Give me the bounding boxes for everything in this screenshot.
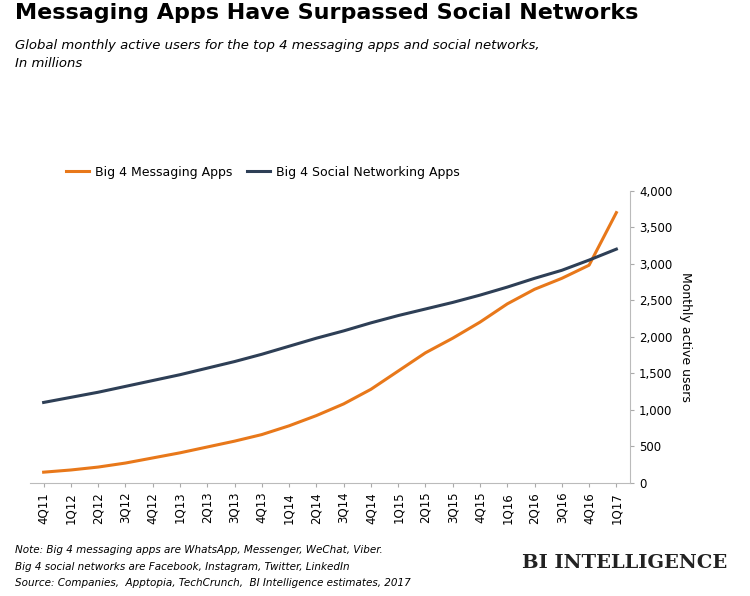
Big 4 Messaging Apps bbox=[202, 443, 211, 451]
Big 4 Social Networking Apps bbox=[94, 389, 103, 396]
Big 4 Messaging Apps bbox=[148, 454, 158, 461]
Big 4 Messaging Apps bbox=[67, 467, 76, 474]
Big 4 Social Networking Apps bbox=[367, 319, 376, 327]
Big 4 Social Networking Apps bbox=[121, 383, 130, 390]
Text: Source: Companies,  Apptopia, TechCrunch,  BI Intelligence estimates, 2017: Source: Companies, Apptopia, TechCrunch,… bbox=[15, 578, 411, 588]
Y-axis label: Monthly active users: Monthly active users bbox=[679, 272, 692, 402]
Big 4 Messaging Apps bbox=[367, 386, 376, 393]
Big 4 Messaging Apps bbox=[612, 209, 621, 216]
Big 4 Messaging Apps bbox=[584, 262, 593, 269]
Big 4 Social Networking Apps bbox=[148, 377, 158, 384]
Big 4 Social Networking Apps bbox=[394, 312, 403, 319]
Big 4 Messaging Apps bbox=[312, 412, 321, 419]
Big 4 Social Networking Apps bbox=[530, 275, 539, 282]
Big 4 Social Networking Apps bbox=[448, 299, 458, 306]
Line: Big 4 Social Networking Apps: Big 4 Social Networking Apps bbox=[44, 249, 616, 402]
Big 4 Messaging Apps bbox=[39, 468, 48, 476]
Big 4 Messaging Apps bbox=[476, 319, 484, 326]
Big 4 Messaging Apps bbox=[121, 460, 130, 467]
Big 4 Social Networking Apps bbox=[39, 399, 48, 406]
Big 4 Social Networking Apps bbox=[176, 371, 184, 378]
Big 4 Social Networking Apps bbox=[284, 343, 293, 350]
Big 4 Social Networking Apps bbox=[557, 267, 566, 274]
Text: Messaging Apps Have Surpassed Social Networks: Messaging Apps Have Surpassed Social Net… bbox=[15, 3, 638, 23]
Big 4 Social Networking Apps bbox=[339, 327, 348, 334]
Big 4 Messaging Apps bbox=[230, 437, 239, 445]
Big 4 Social Networking Apps bbox=[612, 246, 621, 253]
Big 4 Messaging Apps bbox=[448, 334, 458, 342]
Big 4 Messaging Apps bbox=[339, 401, 348, 408]
Big 4 Messaging Apps bbox=[284, 422, 293, 429]
Big 4 Messaging Apps bbox=[530, 285, 539, 293]
Big 4 Social Networking Apps bbox=[421, 305, 430, 312]
Big 4 Social Networking Apps bbox=[503, 284, 512, 291]
Big 4 Messaging Apps bbox=[176, 449, 184, 457]
Big 4 Messaging Apps bbox=[557, 275, 566, 282]
Big 4 Social Networking Apps bbox=[202, 365, 211, 372]
Text: Big 4 social networks are Facebook, Instagram, Twitter, LinkedIn: Big 4 social networks are Facebook, Inst… bbox=[15, 562, 350, 572]
Big 4 Social Networking Apps bbox=[476, 291, 484, 299]
Big 4 Messaging Apps bbox=[503, 300, 512, 308]
Big 4 Social Networking Apps bbox=[67, 394, 76, 401]
Legend: Big 4 Messaging Apps, Big 4 Social Networking Apps: Big 4 Messaging Apps, Big 4 Social Netwo… bbox=[66, 166, 460, 179]
Big 4 Social Networking Apps bbox=[312, 334, 321, 342]
Big 4 Messaging Apps bbox=[421, 349, 430, 356]
Text: Note: Big 4 messaging apps are WhatsApp, Messenger, WeChat, Viber.: Note: Big 4 messaging apps are WhatsApp,… bbox=[15, 545, 382, 555]
Big 4 Social Networking Apps bbox=[230, 358, 239, 365]
Line: Big 4 Messaging Apps: Big 4 Messaging Apps bbox=[44, 213, 616, 472]
Text: Global monthly active users for the top 4 messaging apps and social networks,
In: Global monthly active users for the top … bbox=[15, 39, 540, 70]
Big 4 Messaging Apps bbox=[257, 431, 266, 438]
Big 4 Social Networking Apps bbox=[257, 350, 266, 358]
Text: BI INTELLIGENCE: BI INTELLIGENCE bbox=[522, 554, 728, 572]
Big 4 Messaging Apps bbox=[394, 368, 403, 375]
Big 4 Social Networking Apps bbox=[584, 256, 593, 263]
Big 4 Messaging Apps bbox=[94, 464, 103, 471]
